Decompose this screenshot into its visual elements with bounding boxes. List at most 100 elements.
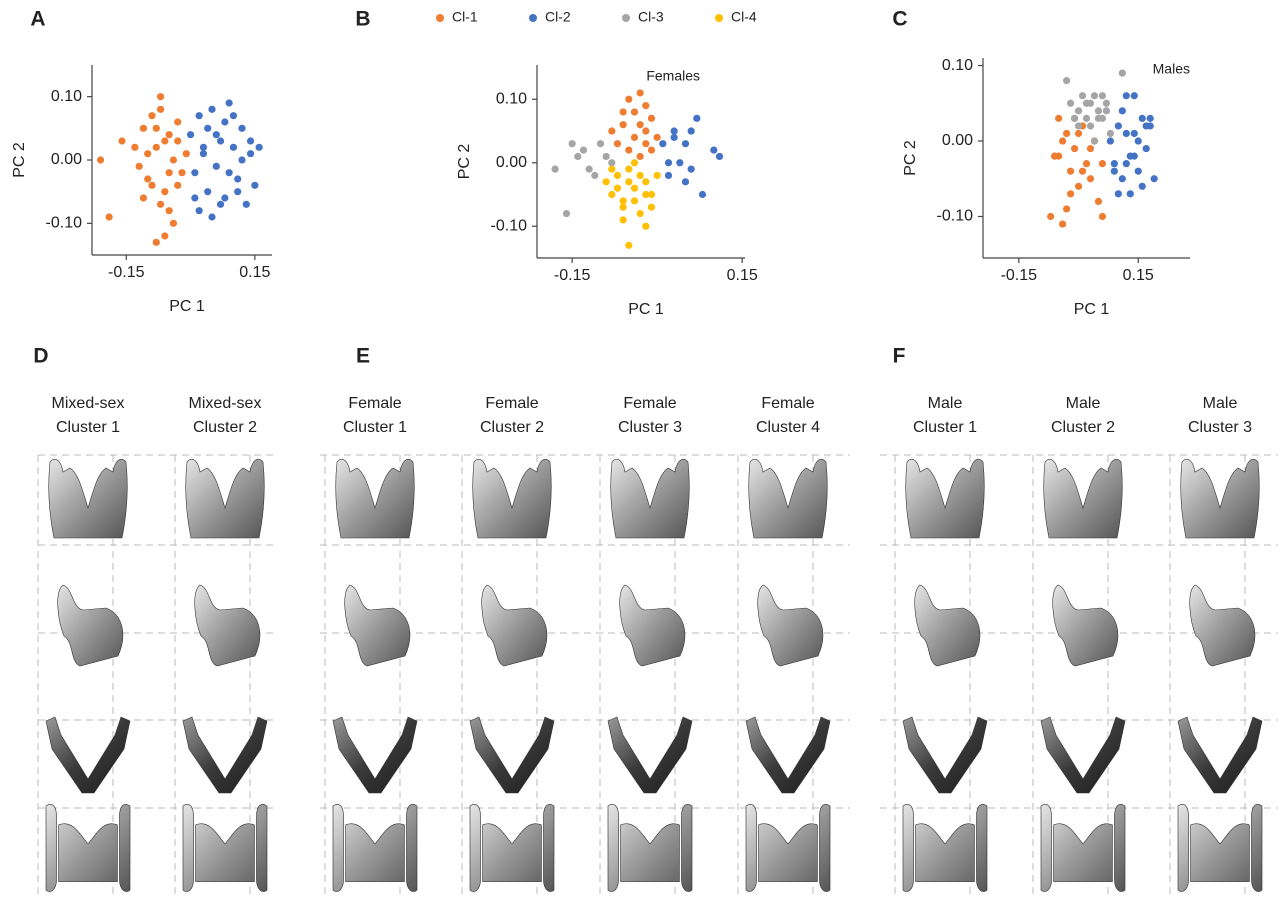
column-title: Male	[1203, 395, 1238, 412]
legend-marker	[715, 14, 723, 22]
panel-label: E	[356, 345, 370, 368]
point	[1151, 175, 1158, 182]
render-shape	[195, 585, 260, 666]
render-shape	[336, 459, 414, 538]
annotation: Males	[1153, 61, 1190, 77]
point	[1119, 69, 1126, 76]
point	[204, 125, 211, 132]
x-axis-label: PC 1	[169, 298, 205, 315]
column-title: Male	[928, 395, 963, 412]
point	[1079, 168, 1086, 175]
point	[682, 178, 689, 185]
point	[1059, 137, 1066, 144]
point	[1131, 92, 1138, 99]
point	[1115, 190, 1122, 197]
point	[1051, 153, 1058, 160]
point	[1107, 137, 1114, 144]
point	[161, 232, 168, 239]
point	[642, 127, 649, 134]
render-shape	[49, 459, 127, 538]
point	[654, 172, 661, 179]
point	[1131, 153, 1138, 160]
point	[597, 140, 604, 147]
render-shape	[906, 459, 984, 538]
point	[608, 166, 615, 173]
point	[665, 172, 672, 179]
y-axis-label: PC 2	[902, 140, 919, 176]
point	[161, 188, 168, 195]
y-tick-label: -0.10	[46, 215, 83, 232]
column-title: Female	[485, 395, 538, 412]
point	[166, 207, 173, 214]
point	[631, 197, 638, 204]
point	[238, 156, 245, 163]
point	[1123, 160, 1130, 167]
annotation: Females	[646, 68, 700, 84]
point	[1087, 100, 1094, 107]
point	[1095, 198, 1102, 205]
point	[563, 210, 570, 217]
point	[665, 159, 672, 166]
point	[1063, 130, 1070, 137]
point	[230, 144, 237, 151]
point	[153, 125, 160, 132]
point	[625, 146, 632, 153]
y-axis-label: PC 2	[456, 144, 473, 180]
y-tick-label: 0.00	[51, 151, 82, 168]
column-title: Cluster 2	[480, 419, 544, 436]
legend-marker	[622, 14, 630, 22]
point	[620, 121, 627, 128]
point	[144, 150, 151, 157]
point	[183, 150, 190, 157]
point	[174, 137, 181, 144]
column-title: Cluster 4	[756, 419, 820, 436]
render-shape	[333, 804, 417, 891]
column-title: Cluster 2	[193, 419, 257, 436]
point	[1143, 122, 1150, 129]
point	[603, 178, 610, 185]
panel-label: C	[892, 8, 907, 31]
point	[136, 163, 143, 170]
y-tick-label: 0.10	[496, 91, 527, 108]
point	[1103, 100, 1110, 107]
point	[620, 204, 627, 211]
point	[187, 131, 194, 138]
render-shape	[186, 459, 264, 538]
point	[196, 207, 203, 214]
point	[1143, 145, 1150, 152]
point	[671, 134, 678, 141]
point	[97, 156, 104, 163]
point	[1071, 145, 1078, 152]
x-tick-label: -0.15	[554, 267, 591, 284]
point	[226, 99, 233, 106]
render-shape	[620, 585, 685, 666]
panel-label: A	[30, 8, 45, 31]
point	[1123, 130, 1130, 137]
x-tick-label: -0.15	[1001, 267, 1038, 284]
point	[659, 140, 666, 147]
y-tick-label: 0.00	[496, 154, 527, 171]
point	[648, 146, 655, 153]
point	[140, 125, 147, 132]
render-shape	[46, 717, 130, 793]
render-shape	[473, 459, 551, 538]
point	[1119, 107, 1126, 114]
point	[580, 146, 587, 153]
render-shape	[1041, 717, 1125, 793]
render-shape	[1178, 804, 1262, 891]
point	[153, 144, 160, 151]
column-title: Female	[761, 395, 814, 412]
point	[1067, 168, 1074, 175]
point	[1115, 122, 1122, 129]
point	[642, 102, 649, 109]
render-shape	[608, 804, 692, 891]
point	[221, 118, 228, 125]
point	[1135, 168, 1142, 175]
point	[243, 201, 250, 208]
x-axis-label: PC 1	[1074, 301, 1110, 318]
legend-marker	[436, 14, 444, 22]
point	[637, 121, 644, 128]
render-shape	[345, 585, 410, 666]
point	[1063, 205, 1070, 212]
render-shape	[1190, 585, 1255, 666]
